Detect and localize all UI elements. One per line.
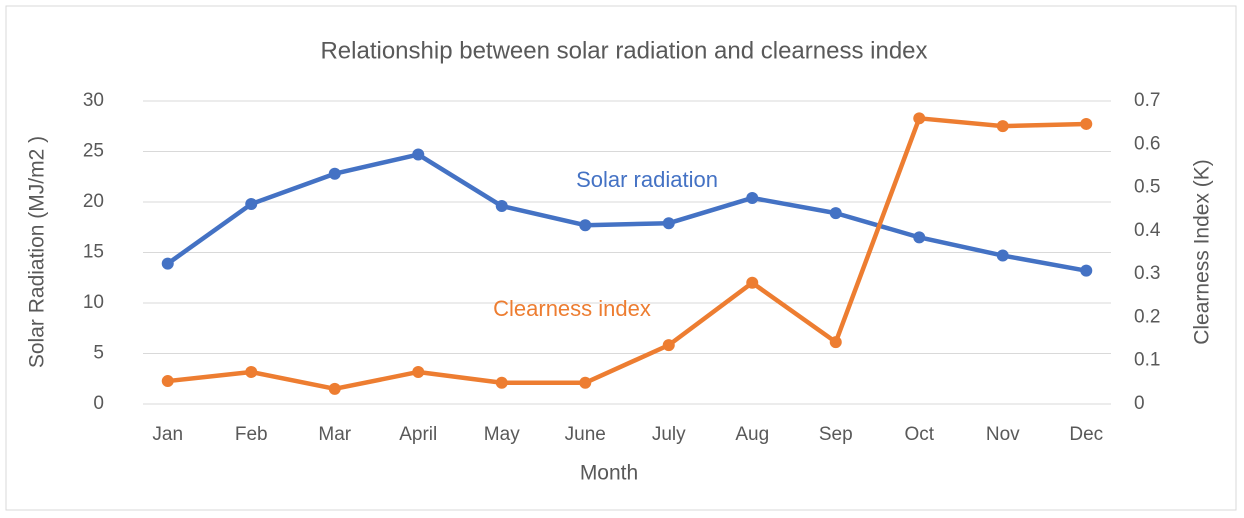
x-tick-label: Nov — [986, 424, 1020, 445]
y2-tick-label: 0.2 — [1134, 306, 1160, 327]
y-axis-label: Solar Radiation (MJ/m2 ) — [26, 136, 49, 368]
series-line — [167, 116, 1087, 392]
series-label: Solar radiation — [576, 167, 718, 192]
x-tick-label: Oct — [904, 424, 934, 445]
data-point — [1080, 264, 1093, 277]
data-point — [829, 336, 842, 349]
y-tick-label: 15 — [83, 242, 104, 263]
series-label: Clearness index — [493, 296, 651, 321]
data-point — [328, 167, 341, 180]
y2-tick-label: 0.1 — [1134, 350, 1160, 371]
y2-tick-label: 0.5 — [1134, 177, 1160, 198]
chart-title: Relationship between solar radiation and… — [320, 37, 927, 64]
y2-tick-label: 0.4 — [1134, 220, 1161, 241]
data-point — [579, 219, 592, 232]
y-tick-label: 5 — [93, 343, 104, 364]
y-tick-label: 20 — [83, 191, 104, 212]
data-point — [746, 191, 759, 204]
y-tick-label: 0 — [93, 393, 104, 414]
data-point — [328, 382, 341, 395]
data-point — [245, 365, 258, 378]
data-point — [996, 120, 1009, 133]
y-tick-label: 30 — [83, 90, 104, 111]
x-tick-label: Sep — [819, 424, 853, 445]
x-tick-label: June — [565, 424, 606, 445]
data-point — [579, 376, 592, 389]
data-point — [412, 148, 425, 161]
data-point — [495, 200, 508, 213]
x-tick-label: Jan — [152, 424, 183, 445]
data-point — [1080, 117, 1093, 130]
data-point — [662, 217, 675, 230]
y2-tick-label: 0.7 — [1134, 90, 1160, 111]
y2-tick-label: 0 — [1134, 393, 1145, 414]
data-point — [161, 257, 174, 270]
x-tick-label: Aug — [735, 424, 769, 445]
data-point — [746, 276, 759, 289]
data-point — [996, 249, 1009, 262]
y2-axis-label: Clearness Index (K) — [1191, 159, 1214, 345]
data-point — [245, 198, 258, 211]
data-point — [913, 112, 926, 125]
data-point — [161, 375, 174, 388]
data-point — [495, 376, 508, 389]
x-axis-label: Month — [580, 462, 638, 485]
data-point — [412, 365, 425, 378]
data-point — [662, 339, 675, 352]
x-tick-label: April — [399, 424, 437, 445]
x-tick-label: July — [652, 424, 686, 445]
x-tick-label: Feb — [235, 424, 268, 445]
y-tick-label: 25 — [83, 141, 104, 162]
y2-tick-label: 0.3 — [1134, 263, 1160, 284]
data-point — [913, 231, 926, 244]
chart-border — [5, 5, 1237, 511]
y2-tick-label: 0.6 — [1134, 133, 1160, 154]
x-tick-label: Dec — [1069, 424, 1103, 445]
data-point — [829, 207, 842, 220]
y-tick-label: 10 — [83, 292, 104, 313]
series-line — [166, 152, 1087, 273]
x-tick-label: May — [484, 424, 520, 445]
x-tick-label: Mar — [318, 424, 351, 445]
